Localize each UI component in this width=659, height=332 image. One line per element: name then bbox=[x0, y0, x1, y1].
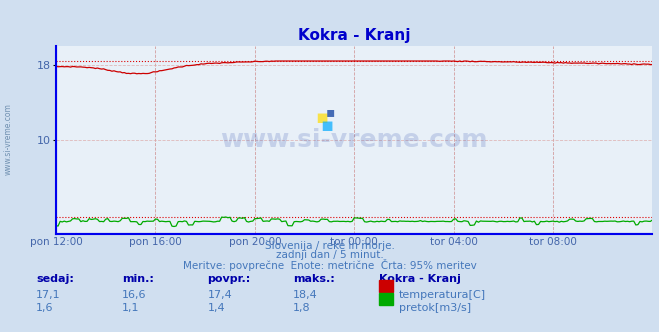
Text: Meritve: povprečne  Enote: metrične  Črta: 95% meritev: Meritve: povprečne Enote: metrične Črta:… bbox=[183, 259, 476, 271]
Text: 1,8: 1,8 bbox=[293, 303, 311, 313]
Text: www.si-vreme.com: www.si-vreme.com bbox=[3, 104, 13, 175]
Text: www.si-vreme.com: www.si-vreme.com bbox=[221, 128, 488, 152]
Text: temperatura[C]: temperatura[C] bbox=[399, 290, 486, 299]
Text: 17,1: 17,1 bbox=[36, 290, 61, 299]
Text: sedaj:: sedaj: bbox=[36, 274, 74, 284]
Text: 17,4: 17,4 bbox=[208, 290, 233, 299]
Text: 1,4: 1,4 bbox=[208, 303, 225, 313]
Text: 1,1: 1,1 bbox=[122, 303, 140, 313]
Text: pretok[m3/s]: pretok[m3/s] bbox=[399, 303, 471, 313]
Text: min.:: min.: bbox=[122, 274, 154, 284]
Text: ▪: ▪ bbox=[326, 105, 335, 119]
Text: maks.:: maks.: bbox=[293, 274, 335, 284]
Text: Kokra - Kranj: Kokra - Kranj bbox=[379, 274, 461, 284]
Text: ▪: ▪ bbox=[315, 108, 328, 127]
Text: 18,4: 18,4 bbox=[293, 290, 318, 299]
Text: ▪: ▪ bbox=[321, 116, 334, 135]
Text: povpr.:: povpr.: bbox=[208, 274, 251, 284]
Text: zadnji dan / 5 minut.: zadnji dan / 5 minut. bbox=[275, 250, 384, 260]
Text: Slovenija / reke in morje.: Slovenija / reke in morje. bbox=[264, 241, 395, 251]
Text: 1,6: 1,6 bbox=[36, 303, 54, 313]
Text: 16,6: 16,6 bbox=[122, 290, 146, 299]
Title: Kokra - Kranj: Kokra - Kranj bbox=[298, 28, 411, 42]
